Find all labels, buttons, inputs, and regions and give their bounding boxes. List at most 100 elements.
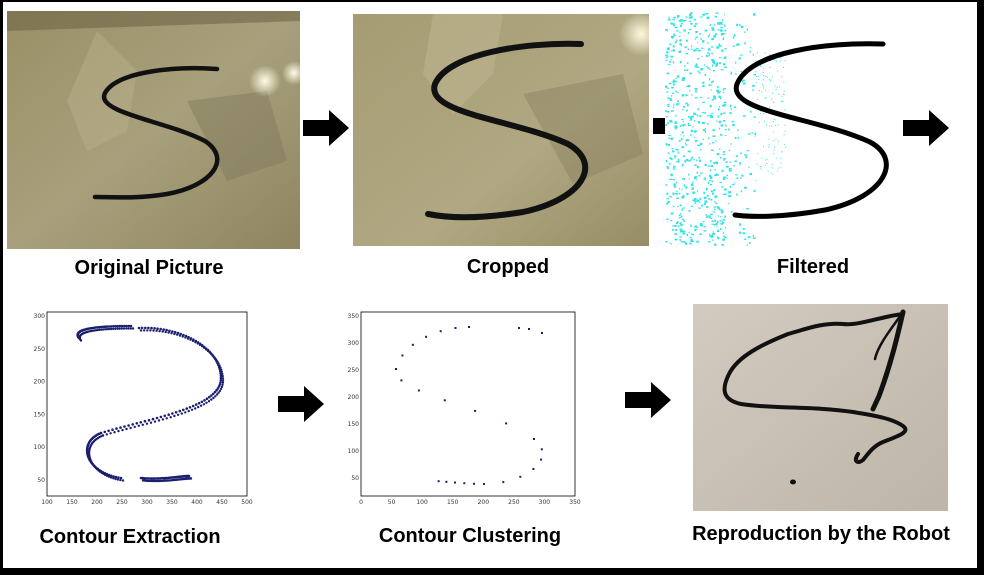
contour-point	[127, 327, 130, 330]
contour-point	[173, 330, 177, 334]
contour-point	[214, 357, 217, 361]
x-tick-label: 300	[141, 499, 153, 506]
y-tick-label: 300	[348, 340, 360, 347]
contour-point	[217, 363, 220, 367]
contour-point	[200, 344, 204, 347]
contour-point	[113, 431, 116, 434]
contour-point	[114, 324, 117, 328]
y-tick-label: 350	[348, 313, 360, 320]
contour-point	[147, 418, 151, 422]
cluster-point	[474, 409, 477, 412]
contour-point	[105, 433, 109, 436]
contour-point	[118, 324, 122, 328]
contour-point	[125, 327, 128, 330]
contour-point	[146, 329, 149, 332]
x-tick-label: 350	[166, 499, 178, 506]
contour-point	[185, 407, 188, 410]
caption-original-picture: Original Picture	[74, 257, 224, 279]
x-tick-label: 100	[416, 499, 428, 506]
contour-point	[122, 327, 126, 330]
x-tick-label: 200	[478, 499, 490, 506]
cluster-point	[445, 480, 448, 483]
cluster-point	[473, 482, 475, 485]
contour-point	[152, 329, 155, 332]
contour-point	[103, 328, 107, 331]
contour-point	[114, 327, 117, 330]
contour-point	[105, 325, 109, 328]
reproduction-panel	[693, 304, 948, 511]
arrow-right-icon	[625, 382, 671, 418]
contour-point	[135, 422, 139, 425]
cluster-point	[454, 327, 457, 329]
caption-cropped: Cropped	[466, 256, 550, 278]
contour-point	[98, 325, 101, 329]
contour-point	[216, 361, 219, 365]
y-tick-label: 100	[348, 448, 360, 455]
cluster-point	[483, 483, 485, 485]
contour-point	[168, 329, 171, 333]
contour-point	[117, 476, 120, 479]
contour-point	[219, 376, 223, 380]
diagram-canvas: Original Picture Croppe	[3, 2, 977, 568]
contour-point	[214, 395, 217, 398]
contour-point	[144, 326, 147, 330]
contour-point	[189, 477, 193, 480]
contour-point	[219, 372, 222, 375]
cluster-point	[532, 468, 535, 470]
contour-point	[109, 325, 113, 328]
contour-point	[129, 324, 133, 328]
x-tick-label: 450	[216, 499, 228, 506]
contour-point	[173, 414, 176, 418]
cluster-point	[437, 480, 440, 483]
cluster-point	[417, 389, 420, 392]
contour-point	[155, 416, 159, 420]
contour-point	[111, 428, 114, 431]
contour-point	[180, 412, 183, 415]
contour-point	[190, 408, 194, 411]
cluster-point	[395, 368, 397, 370]
contour-point	[121, 479, 125, 482]
contour-point	[221, 377, 225, 380]
contour-point	[159, 415, 163, 419]
cluster-point	[533, 438, 535, 440]
x-tick-label: 250	[116, 499, 128, 506]
y-tick-label: 150	[34, 411, 46, 418]
contour-point	[187, 409, 190, 413]
contour-point	[116, 478, 120, 481]
contour-point	[101, 434, 105, 437]
contour-point	[182, 408, 185, 412]
contour-point	[200, 400, 204, 404]
contour-point	[184, 411, 187, 414]
cluster-point	[463, 482, 466, 485]
contour-point	[158, 330, 161, 333]
contour-point	[212, 356, 216, 359]
contour-point	[171, 330, 174, 333]
contour-point	[194, 407, 197, 410]
contour-point	[161, 330, 164, 333]
contour-point	[189, 337, 193, 340]
contour-point	[109, 327, 113, 331]
cluster-point	[528, 328, 530, 330]
x-tick-label: 300	[539, 499, 551, 506]
x-tick-label: 350	[569, 499, 581, 506]
contour-point	[105, 328, 109, 331]
original-picture-image	[7, 11, 300, 249]
contour-point	[133, 425, 136, 429]
contour-point	[159, 327, 162, 331]
contour-point	[218, 383, 222, 386]
contour-point	[157, 419, 161, 422]
y-tick-label: 250	[348, 367, 360, 374]
arrow-right-icon	[303, 110, 349, 146]
contour-point	[209, 352, 213, 355]
contour-point	[176, 413, 180, 416]
contour-point	[77, 336, 81, 340]
contour-point	[101, 328, 105, 331]
y-tick-label: 100	[34, 444, 46, 451]
contour-point	[125, 427, 128, 431]
contour-point	[212, 392, 215, 396]
contour-point	[112, 325, 115, 328]
cluster-point	[540, 458, 542, 461]
contour-point	[219, 387, 223, 391]
contour-point	[107, 429, 110, 433]
contour-point	[107, 325, 111, 328]
